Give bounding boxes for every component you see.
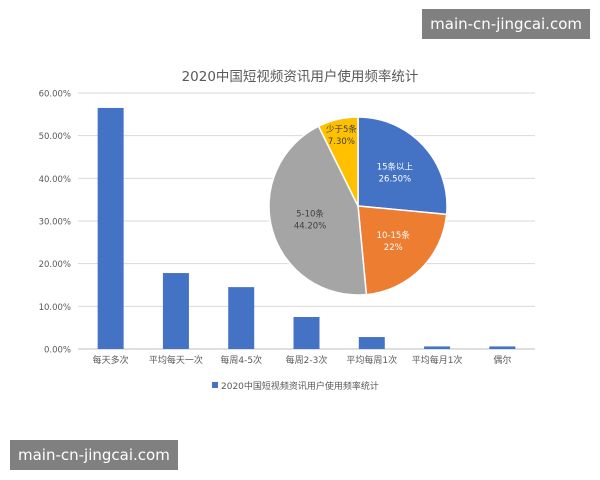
y-tick-label: 40.00% <box>39 175 71 185</box>
pie-slice <box>357 205 448 296</box>
pie-slice-label: 10-15条 <box>377 230 411 241</box>
bar <box>489 346 516 349</box>
x-category-label: 平均每天一次 <box>149 354 203 366</box>
pie-slice <box>357 116 448 216</box>
pie-slice-value: 26.50% <box>379 174 411 184</box>
y-tick-label: 10.00% <box>39 303 71 313</box>
pie-slice-value: 22% <box>384 243 403 253</box>
legend-swatch <box>212 382 218 388</box>
y-tick-label: 50.00% <box>39 132 71 142</box>
chart-title: 2020中国短视频资讯用户使用频率统计 <box>182 68 419 85</box>
bar <box>293 317 320 349</box>
x-category-label: 每周4-5次 <box>220 354 262 366</box>
x-category-label: 每天多次 <box>93 354 129 366</box>
y-tick-label: 30.00% <box>39 218 71 228</box>
bar <box>162 273 189 349</box>
x-category-label: 平均每周1次 <box>346 354 397 366</box>
watermark-bottom: main-cn-jingcai.com <box>10 440 178 470</box>
bar <box>358 337 385 349</box>
pie-slice-value: 7.30% <box>328 137 355 147</box>
pie-slice-label: 5-10条 <box>296 209 324 220</box>
pie-slice-label: 15条以上 <box>377 161 414 172</box>
pie-slice <box>268 125 368 296</box>
pie-slice-label: 少于5条 <box>326 124 357 135</box>
x-category-label: 每周2-3次 <box>286 354 328 366</box>
x-category-label: 平均每月1次 <box>412 354 463 366</box>
bar <box>424 346 451 349</box>
watermark-top: main-cn-jingcai.com <box>422 9 590 39</box>
y-tick-label: 0.00% <box>44 346 71 356</box>
legend-label: 2020中国短视频资讯用户使用频率统计 <box>221 380 379 392</box>
bar <box>228 287 255 349</box>
bar <box>97 107 124 349</box>
y-tick-label: 20.00% <box>39 260 71 270</box>
x-category-label: 偶尔 <box>493 354 511 366</box>
pie-slice <box>317 116 359 207</box>
y-tick-label: 60.00% <box>39 90 71 100</box>
pie-slice-value: 44.20% <box>294 222 326 232</box>
